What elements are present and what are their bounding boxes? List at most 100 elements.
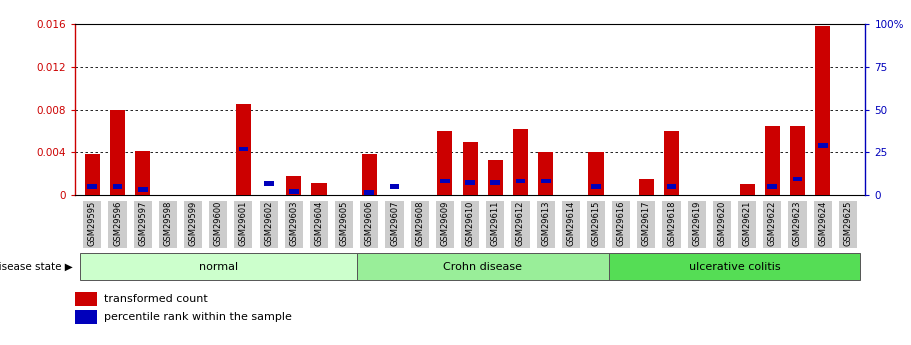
- Text: GSM29624: GSM29624: [818, 201, 827, 246]
- Bar: [639, 179, 654, 195]
- FancyBboxPatch shape: [562, 201, 580, 248]
- FancyBboxPatch shape: [108, 201, 127, 248]
- Text: GSM29607: GSM29607: [390, 201, 399, 246]
- Text: GSM29611: GSM29611: [491, 201, 500, 246]
- Bar: [75, 292, 97, 306]
- Bar: [589, 152, 604, 195]
- Bar: [767, 184, 777, 189]
- Bar: [591, 184, 601, 189]
- Text: GSM29605: GSM29605: [340, 201, 349, 246]
- Bar: [362, 154, 377, 195]
- FancyBboxPatch shape: [260, 201, 278, 248]
- FancyBboxPatch shape: [184, 201, 202, 248]
- FancyBboxPatch shape: [612, 201, 630, 248]
- FancyBboxPatch shape: [662, 201, 681, 248]
- Text: GSM29617: GSM29617: [642, 201, 650, 246]
- FancyBboxPatch shape: [763, 201, 782, 248]
- Text: GSM29600: GSM29600: [214, 201, 223, 246]
- FancyBboxPatch shape: [210, 201, 228, 248]
- Bar: [818, 144, 827, 148]
- FancyBboxPatch shape: [310, 201, 328, 248]
- FancyBboxPatch shape: [712, 201, 731, 248]
- FancyBboxPatch shape: [511, 201, 529, 248]
- Bar: [437, 131, 453, 195]
- Text: normal: normal: [199, 262, 238, 272]
- Bar: [516, 179, 526, 184]
- FancyBboxPatch shape: [638, 201, 655, 248]
- Bar: [793, 177, 803, 181]
- FancyBboxPatch shape: [461, 201, 479, 248]
- FancyBboxPatch shape: [688, 201, 706, 248]
- FancyBboxPatch shape: [537, 201, 555, 248]
- Text: GSM29623: GSM29623: [793, 201, 802, 246]
- Text: GSM29612: GSM29612: [516, 201, 525, 246]
- Text: GSM29596: GSM29596: [113, 201, 122, 246]
- Bar: [490, 180, 500, 185]
- Text: GSM29608: GSM29608: [415, 201, 425, 246]
- Bar: [790, 126, 805, 195]
- FancyBboxPatch shape: [587, 201, 605, 248]
- Text: ulcerative colitis: ulcerative colitis: [689, 262, 781, 272]
- FancyBboxPatch shape: [839, 201, 857, 248]
- Text: GSM29603: GSM29603: [290, 201, 298, 246]
- Text: percentile rank within the sample: percentile rank within the sample: [104, 312, 292, 322]
- Bar: [664, 131, 679, 195]
- Bar: [440, 179, 450, 184]
- Bar: [138, 187, 148, 192]
- Text: GSM29621: GSM29621: [742, 201, 752, 246]
- Bar: [312, 183, 326, 195]
- Bar: [541, 179, 550, 184]
- FancyBboxPatch shape: [814, 201, 832, 248]
- FancyBboxPatch shape: [159, 201, 177, 248]
- Text: GSM29601: GSM29601: [239, 201, 248, 246]
- Text: GSM29598: GSM29598: [163, 201, 172, 246]
- Bar: [239, 147, 249, 151]
- Bar: [667, 184, 677, 189]
- Bar: [286, 176, 302, 195]
- FancyBboxPatch shape: [788, 201, 806, 248]
- Bar: [466, 180, 475, 185]
- Text: Crohn disease: Crohn disease: [443, 262, 522, 272]
- Text: GSM29614: GSM29614: [567, 201, 576, 246]
- Bar: [110, 110, 125, 195]
- Text: GSM29619: GSM29619: [692, 201, 701, 246]
- FancyBboxPatch shape: [385, 201, 404, 248]
- Text: GSM29618: GSM29618: [667, 201, 676, 246]
- Bar: [236, 104, 251, 195]
- Text: GSM29606: GSM29606: [364, 201, 374, 246]
- Bar: [390, 184, 399, 189]
- Text: GSM29597: GSM29597: [138, 201, 148, 246]
- Bar: [487, 160, 503, 195]
- FancyBboxPatch shape: [486, 201, 505, 248]
- Bar: [289, 189, 299, 194]
- Bar: [113, 184, 122, 189]
- Text: transformed count: transformed count: [104, 294, 208, 304]
- Text: GSM29625: GSM29625: [844, 201, 853, 246]
- Bar: [538, 152, 553, 195]
- FancyBboxPatch shape: [80, 253, 357, 280]
- Text: GSM29620: GSM29620: [717, 201, 726, 246]
- Text: GSM29615: GSM29615: [591, 201, 600, 246]
- Text: GSM29599: GSM29599: [189, 201, 198, 246]
- Bar: [263, 181, 273, 186]
- Bar: [87, 184, 97, 189]
- FancyBboxPatch shape: [435, 201, 454, 248]
- Bar: [75, 310, 97, 324]
- Text: GSM29622: GSM29622: [768, 201, 777, 246]
- FancyBboxPatch shape: [411, 201, 429, 248]
- Text: GSM29613: GSM29613: [541, 201, 550, 246]
- Text: GSM29609: GSM29609: [440, 201, 449, 246]
- FancyBboxPatch shape: [285, 201, 302, 248]
- Bar: [764, 126, 780, 195]
- Text: GSM29602: GSM29602: [264, 201, 273, 246]
- Bar: [815, 26, 830, 195]
- FancyBboxPatch shape: [609, 253, 860, 280]
- FancyBboxPatch shape: [83, 201, 101, 248]
- FancyBboxPatch shape: [134, 201, 152, 248]
- Bar: [135, 151, 150, 195]
- Bar: [85, 154, 100, 195]
- Text: GSM29610: GSM29610: [466, 201, 475, 246]
- Text: GSM29595: GSM29595: [87, 201, 97, 246]
- FancyBboxPatch shape: [234, 201, 252, 248]
- Bar: [463, 141, 477, 195]
